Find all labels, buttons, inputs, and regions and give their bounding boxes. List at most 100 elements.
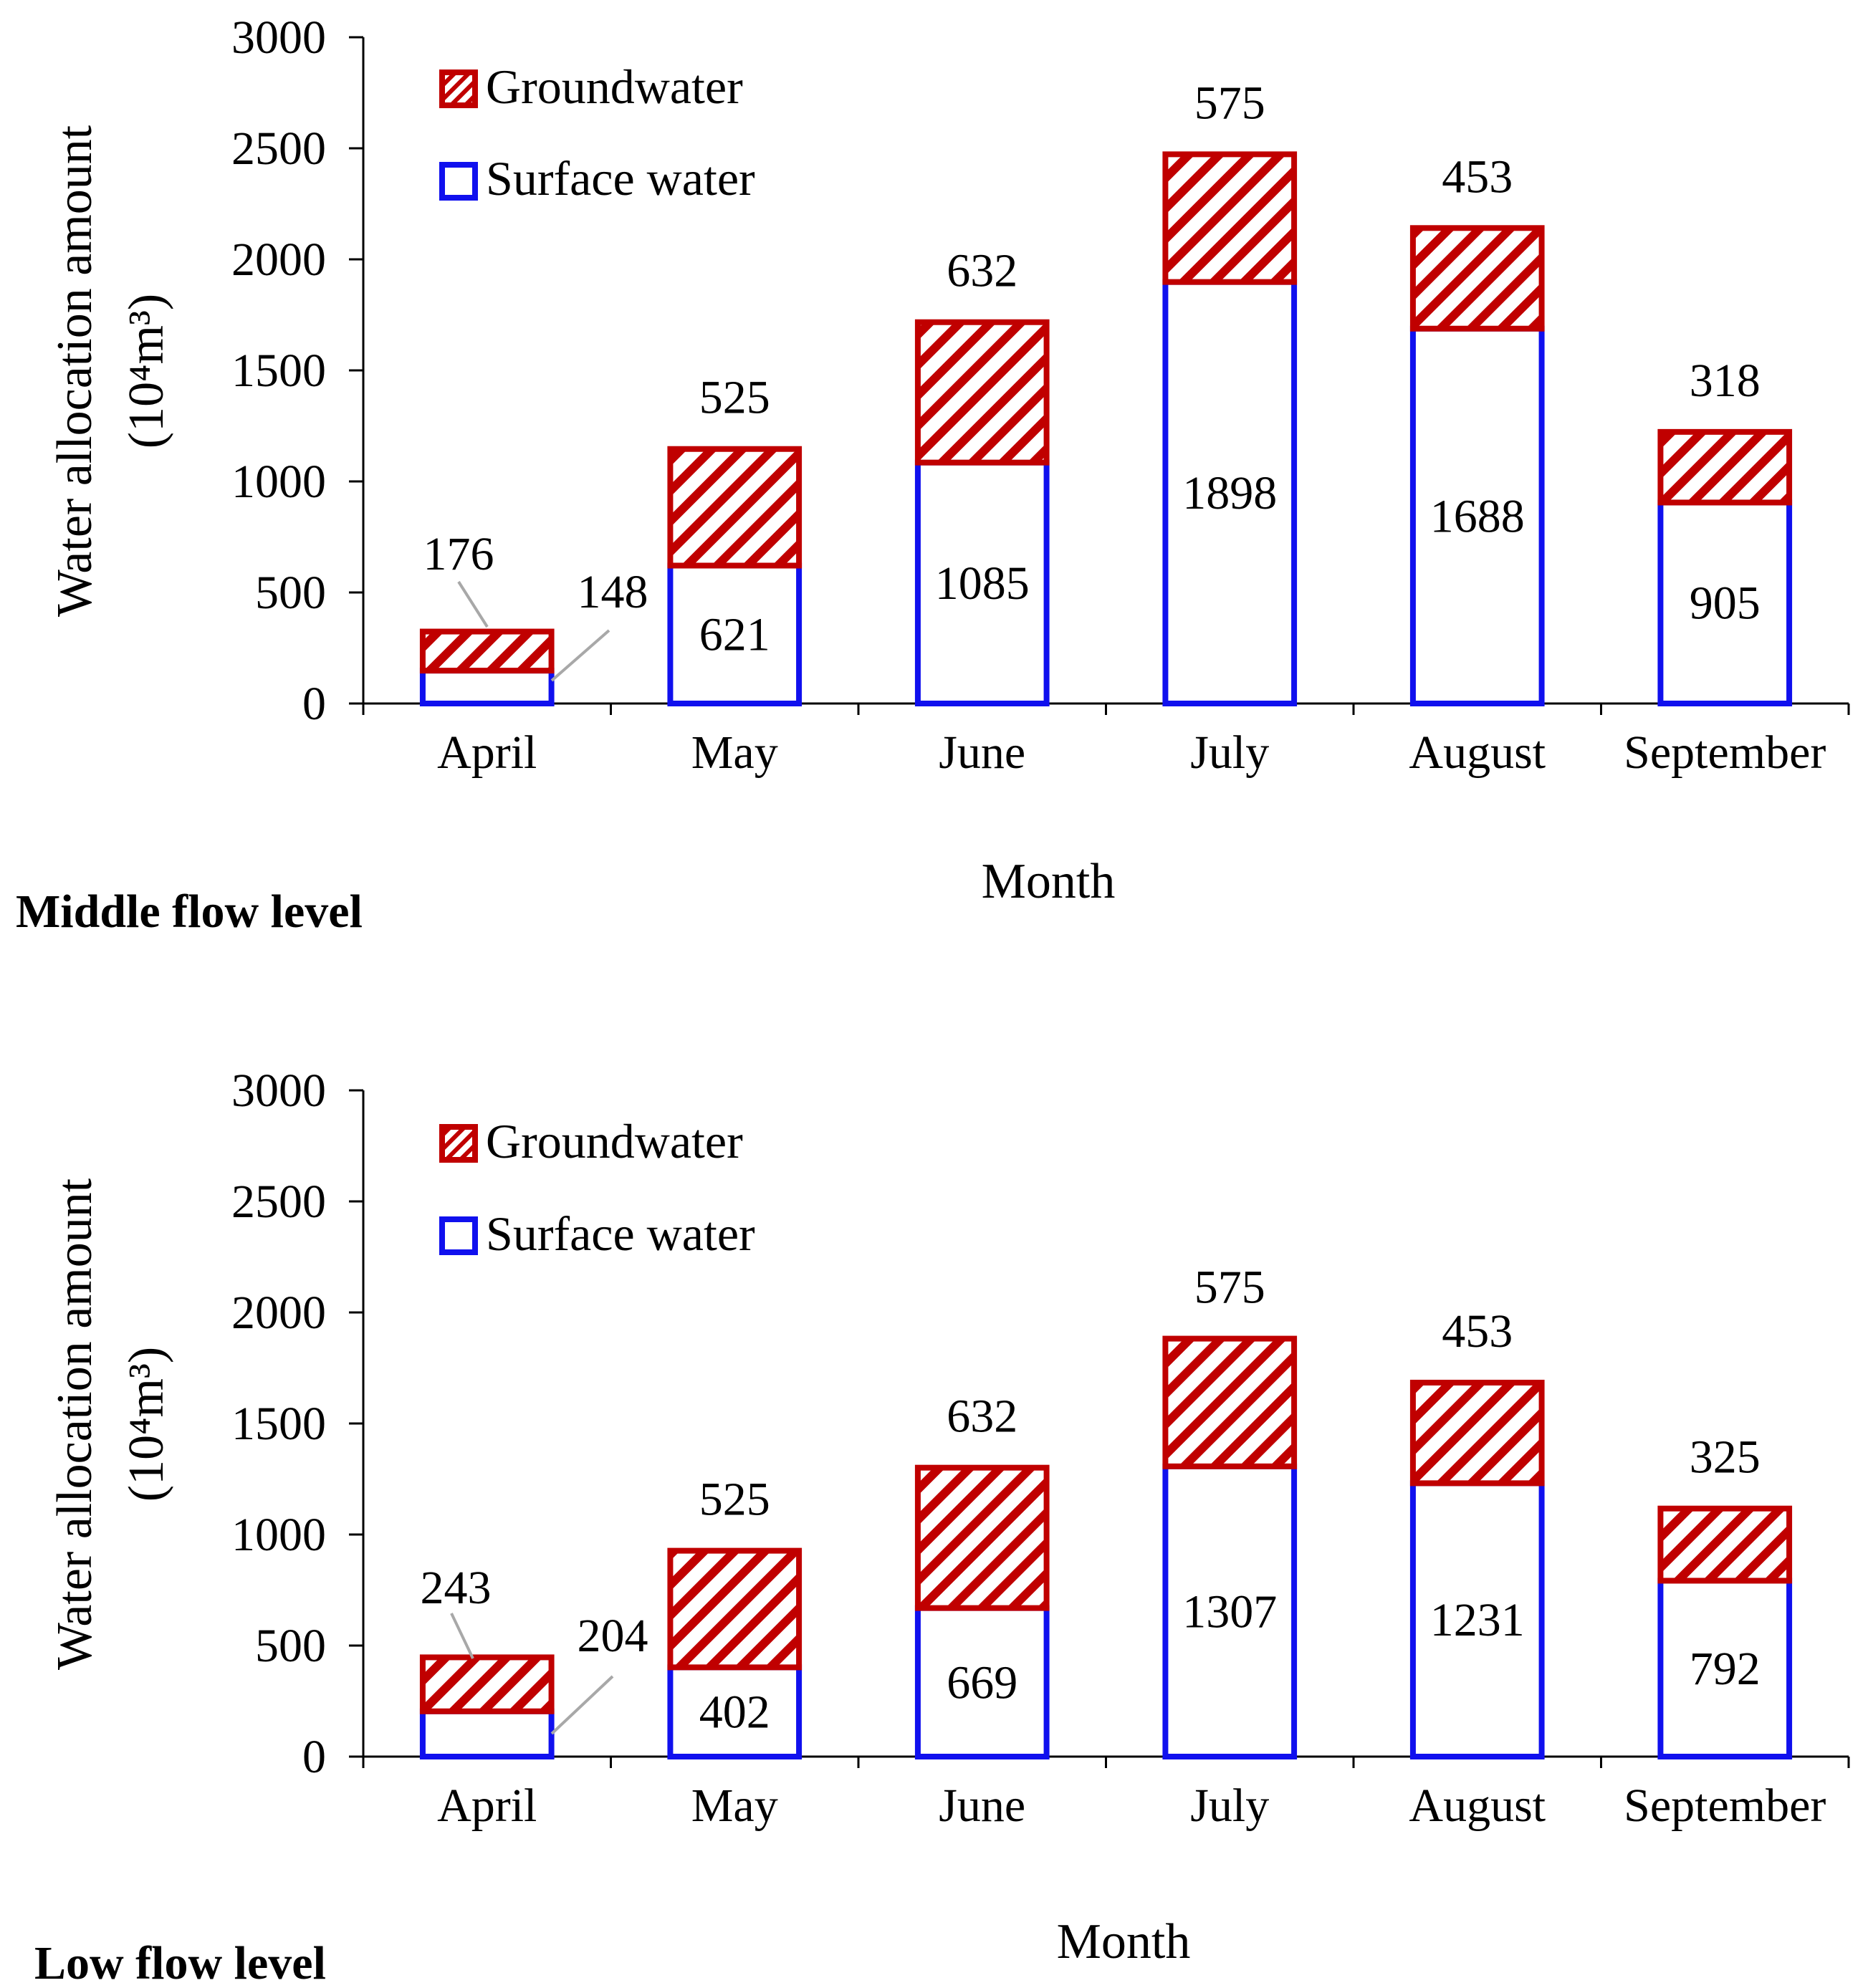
chart-middle-flow: 0 500 1000 1500 2000 2500 3000 148 176 621 525 108…	[16, 11, 1850, 938]
x-axis-title: Month	[982, 854, 1116, 909]
y-tick-label: 0	[302, 1731, 326, 1783]
data-label-groundwater-may: 525	[699, 372, 770, 424]
data-label-groundwater-july: 575	[1194, 77, 1265, 129]
y-tick-labels: 0 500 1000 1500 2000 2500 3000	[231, 1065, 326, 1783]
data-label-groundwater-july: 575	[1194, 1262, 1265, 1314]
x-tick-labels: April May June July August September	[437, 726, 1826, 779]
bar-groundwater-august	[1409, 225, 1545, 332]
bar-groundwater-may	[667, 1547, 803, 1671]
x-axis-title: Month	[1057, 1914, 1191, 1969]
data-label-surface-july: 1898	[1182, 467, 1277, 519]
data-label-surface-september: 792	[1690, 1643, 1761, 1695]
x-tick-label-august: August	[1409, 1780, 1546, 1832]
legend-surface-label: Surface water	[486, 151, 755, 206]
x-tick-label-september: September	[1624, 726, 1826, 779]
x-tick-label-april: April	[437, 1780, 537, 1832]
bar-surface-july	[1162, 1463, 1298, 1759]
x-tick-label-september: September	[1624, 1780, 1826, 1832]
bar-surface-april	[419, 668, 555, 706]
bar-surface-august	[1409, 325, 1545, 707]
chart-low-flow: 0 500 1000 1500 2000 2500 3000 204 243 402 525 669…	[34, 1065, 1850, 1988]
y-tick-label: 1000	[231, 456, 326, 508]
bar-surface-april	[419, 1708, 555, 1760]
data-label-groundwater-april: 243	[421, 1562, 492, 1614]
bar-surface-july	[1162, 279, 1298, 706]
x-tick-label-july: July	[1190, 726, 1269, 779]
x-tick-label-may: May	[691, 726, 778, 779]
bar-groundwater-april	[419, 628, 555, 674]
leader-line-surface	[550, 1675, 614, 1735]
bar-groundwater-july	[1162, 1335, 1298, 1469]
x-tick-label-august: August	[1409, 726, 1546, 779]
axes	[349, 36, 1850, 715]
bar-groundwater-august	[1409, 1379, 1545, 1487]
y-tick-label: 3000	[231, 11, 326, 64]
leader-lines	[457, 580, 610, 682]
legend-surface-label: Surface water	[486, 1206, 755, 1261]
y-tick-label: 1000	[231, 1509, 326, 1561]
y-tick-label: 2000	[231, 234, 326, 286]
legend: Groundwater Surface water	[439, 59, 755, 206]
y-tick-label: 1500	[231, 345, 326, 397]
y-tick-label: 2500	[231, 1176, 326, 1228]
data-label-surface-august: 1688	[1430, 490, 1525, 542]
data-label-groundwater-august: 453	[1442, 150, 1513, 203]
x-tick-label-april: April	[437, 726, 537, 779]
bar-surface-august	[1409, 1480, 1545, 1759]
data-label-surface-april: 204	[578, 1610, 648, 1662]
data-label-surface-may: 402	[699, 1686, 770, 1739]
panel-caption: Middle flow level	[16, 885, 363, 938]
data-label-groundwater-june: 632	[947, 245, 1017, 297]
bar-groundwater-june	[914, 319, 1050, 466]
legend-groundwater-swatch	[439, 1124, 478, 1163]
data-label-groundwater-september: 325	[1690, 1431, 1761, 1484]
bar-surface-june	[914, 1605, 1050, 1760]
x-tick-label-june: June	[939, 726, 1025, 779]
data-label-surface-july: 1307	[1182, 1585, 1277, 1638]
panel-caption: Low flow level	[34, 1937, 326, 1988]
bar-groundwater-may	[667, 446, 803, 569]
y-tick-label: 0	[302, 678, 326, 730]
legend: Groundwater Surface water	[439, 1114, 755, 1261]
bar-groundwater-september	[1657, 428, 1793, 506]
legend-groundwater-label: Groundwater	[486, 1114, 743, 1168]
bar-groundwater-june	[914, 1464, 1050, 1611]
data-label-surface-may: 621	[699, 609, 770, 661]
y-tick-label: 1500	[231, 1398, 326, 1450]
axes	[349, 1089, 1850, 1768]
bar-groundwater-july	[1162, 151, 1298, 285]
y-tick-label: 2000	[231, 1287, 326, 1339]
data-label-surface-june: 669	[947, 1656, 1017, 1709]
y-axis-title: Water allocation amount	[47, 1178, 102, 1670]
bars: 204 243 402 525 669 632 1307 575 1231 453 792 325	[419, 1262, 1793, 1760]
data-label-surface-april: 148	[578, 566, 648, 618]
bars: 148 176 621 525 1085 632 1898 575 1688 453 905 318	[419, 77, 1793, 707]
data-label-surface-august: 1231	[1430, 1594, 1525, 1646]
y-axis-title: Water allocation amount	[47, 125, 102, 617]
data-label-surface-september: 905	[1690, 577, 1761, 630]
data-label-groundwater-may: 525	[699, 1474, 770, 1526]
leader-lines	[450, 1613, 614, 1735]
bar-surface-september	[1657, 499, 1793, 706]
bar-groundwater-april	[419, 1654, 555, 1714]
data-label-groundwater-june: 632	[947, 1391, 1017, 1443]
bar-groundwater-september	[1657, 1505, 1793, 1584]
leader-line-surface	[550, 629, 610, 682]
y-tick-label: 2500	[231, 123, 326, 175]
x-tick-label-june: June	[939, 1780, 1025, 1832]
y-tick-label: 3000	[231, 1065, 326, 1117]
legend-surface-swatch	[439, 162, 478, 201]
legend-surface-swatch	[439, 1216, 478, 1255]
data-label-groundwater-april: 176	[423, 528, 494, 580]
y-axis-unit: (10⁴m³)	[119, 294, 174, 448]
data-label-groundwater-august: 453	[1442, 1305, 1513, 1358]
leader-line-ground	[450, 1613, 474, 1659]
x-tick-label-may: May	[691, 1780, 778, 1832]
bar-surface-june	[914, 459, 1050, 707]
bar-surface-may	[667, 562, 803, 706]
y-tick-label: 500	[255, 1620, 326, 1672]
y-tick-label: 500	[255, 567, 326, 619]
legend-groundwater-label: Groundwater	[486, 59, 743, 114]
y-axis-unit: (10⁴m³)	[119, 1347, 174, 1502]
